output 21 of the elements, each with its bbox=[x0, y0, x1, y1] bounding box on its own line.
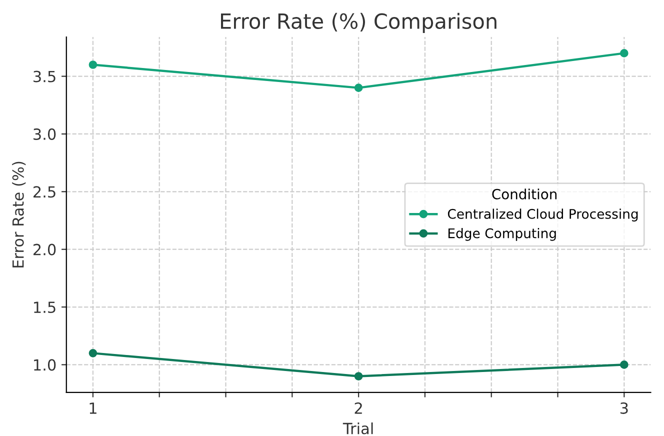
y-tick-label: 3.0 bbox=[34, 128, 56, 140]
point bbox=[88, 349, 98, 358]
point bbox=[354, 84, 363, 92]
x-tick-label: 3 bbox=[620, 402, 628, 414]
point bbox=[354, 372, 363, 380]
legend-label: Edge Computing bbox=[448, 228, 556, 241]
y-axis-title: Error Rate (%) bbox=[12, 162, 26, 268]
point bbox=[88, 60, 98, 69]
legend-title: Condition bbox=[492, 188, 557, 200]
point bbox=[620, 49, 628, 58]
y-tick-label: 3.5 bbox=[34, 70, 56, 82]
x-tick-label: 1 bbox=[90, 402, 96, 414]
point bbox=[620, 360, 628, 369]
x-axis-title: Trial bbox=[342, 422, 373, 434]
y-tick-label: 1.5 bbox=[34, 302, 56, 314]
y-tick-label: 2.5 bbox=[34, 186, 56, 198]
y-tick-label: 1.0 bbox=[34, 359, 56, 371]
y-tick-label: 2.0 bbox=[34, 244, 56, 256]
x-tick-label: 2 bbox=[354, 402, 362, 414]
chart-title: Error Rate (%) Comparison bbox=[221, 12, 496, 34]
legend-label: Centralized Cloud Processing bbox=[448, 208, 638, 222]
